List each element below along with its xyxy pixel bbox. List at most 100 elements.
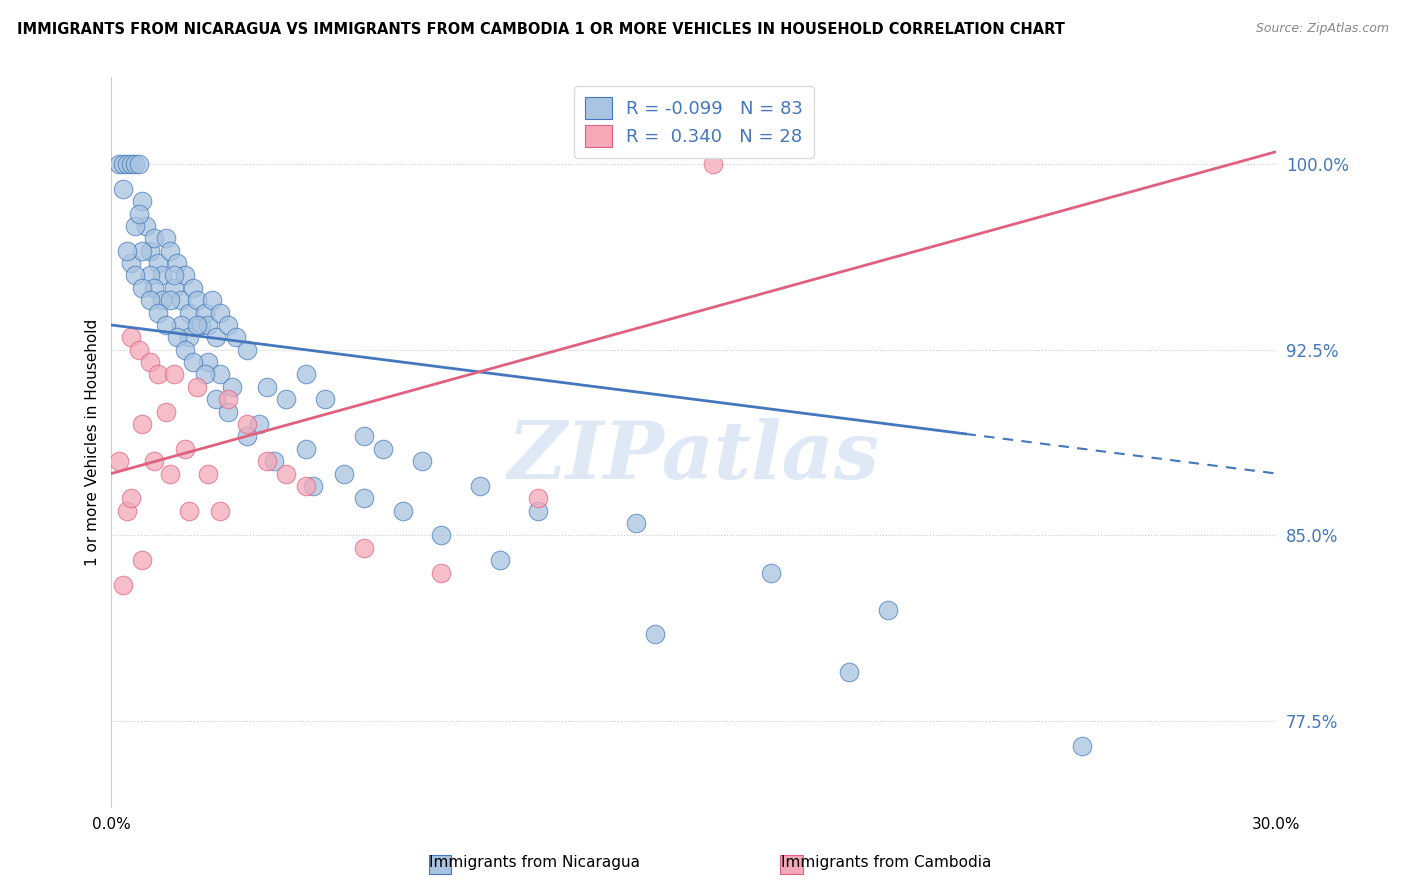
Point — [353, 541, 375, 555]
Point — [170, 318, 193, 332]
Point — [302, 479, 325, 493]
Point — [197, 318, 219, 332]
Point — [146, 368, 169, 382]
Point — [205, 330, 228, 344]
Point — [197, 467, 219, 481]
Point — [527, 491, 550, 506]
Point — [155, 231, 177, 245]
Point — [373, 442, 395, 456]
Point — [124, 157, 146, 171]
Point — [128, 343, 150, 357]
Point — [209, 503, 232, 517]
Point — [174, 442, 197, 456]
Point — [115, 157, 138, 171]
Point — [131, 553, 153, 567]
Point — [411, 454, 433, 468]
Point — [162, 368, 184, 382]
Point — [120, 330, 142, 344]
Point — [143, 281, 166, 295]
Point — [146, 305, 169, 319]
Point — [166, 330, 188, 344]
Point — [177, 330, 200, 344]
Point — [112, 578, 135, 592]
Text: ZIPatlas: ZIPatlas — [508, 418, 880, 496]
Point — [1071, 739, 1094, 753]
Point — [115, 503, 138, 517]
Point — [150, 293, 173, 308]
Legend: R = -0.099   N = 83, R =  0.340   N = 28: R = -0.099 N = 83, R = 0.340 N = 28 — [574, 87, 814, 158]
Text: Immigrants from Cambodia: Immigrants from Cambodia — [780, 855, 991, 870]
Point — [225, 330, 247, 344]
Point — [236, 343, 259, 357]
Point — [150, 268, 173, 283]
Point — [120, 491, 142, 506]
Point — [314, 392, 336, 407]
Point — [162, 281, 184, 295]
Point — [155, 404, 177, 418]
Point — [256, 454, 278, 468]
Point — [120, 157, 142, 171]
Point — [170, 293, 193, 308]
Point — [190, 318, 212, 332]
Point — [194, 368, 217, 382]
Point — [236, 429, 259, 443]
Point — [217, 392, 239, 407]
Point — [294, 479, 316, 493]
Point — [391, 503, 413, 517]
Point — [155, 318, 177, 332]
Point — [162, 268, 184, 283]
Point — [186, 380, 208, 394]
Text: IMMIGRANTS FROM NICARAGUA VS IMMIGRANTS FROM CAMBODIA 1 OR MORE VEHICLES IN HOUS: IMMIGRANTS FROM NICARAGUA VS IMMIGRANTS … — [17, 22, 1064, 37]
Point — [115, 244, 138, 258]
Point — [159, 467, 181, 481]
Point — [197, 355, 219, 369]
Point — [143, 454, 166, 468]
Point — [236, 417, 259, 431]
Point — [131, 244, 153, 258]
Point — [124, 219, 146, 233]
Point — [294, 368, 316, 382]
Point — [139, 268, 162, 283]
Point — [131, 417, 153, 431]
Point — [143, 231, 166, 245]
Text: Immigrants from Nicaragua: Immigrants from Nicaragua — [429, 855, 640, 870]
Point — [430, 566, 453, 580]
Point — [186, 293, 208, 308]
Text: Source: ZipAtlas.com: Source: ZipAtlas.com — [1256, 22, 1389, 36]
Point — [181, 281, 204, 295]
Point — [217, 404, 239, 418]
Point — [135, 219, 157, 233]
Point — [131, 194, 153, 209]
Point — [488, 553, 510, 567]
Point — [174, 343, 197, 357]
Point — [108, 454, 131, 468]
Point — [353, 429, 375, 443]
Point — [876, 602, 898, 616]
Point — [294, 442, 316, 456]
Point — [120, 256, 142, 270]
Point — [194, 305, 217, 319]
Point — [274, 467, 297, 481]
Point — [131, 281, 153, 295]
Point — [139, 293, 162, 308]
Point — [112, 182, 135, 196]
Point — [166, 256, 188, 270]
Point — [108, 157, 131, 171]
Point — [159, 244, 181, 258]
Point — [139, 244, 162, 258]
Point — [527, 503, 550, 517]
Point — [124, 268, 146, 283]
Y-axis label: 1 or more Vehicles in Household: 1 or more Vehicles in Household — [86, 319, 100, 566]
Point — [181, 355, 204, 369]
Point — [274, 392, 297, 407]
Point — [217, 318, 239, 332]
Point — [139, 355, 162, 369]
Point — [430, 528, 453, 542]
Point — [470, 479, 492, 493]
Point — [761, 566, 783, 580]
Point — [186, 318, 208, 332]
Point — [177, 305, 200, 319]
Point — [159, 293, 181, 308]
Point — [174, 268, 197, 283]
Point — [205, 392, 228, 407]
